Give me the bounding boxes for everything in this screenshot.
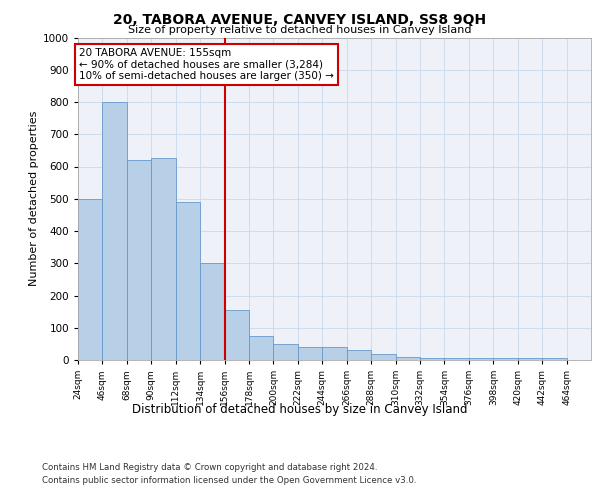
Y-axis label: Number of detached properties: Number of detached properties	[29, 111, 38, 286]
Bar	[224, 310, 249, 360]
Bar	[176, 202, 200, 360]
Bar	[249, 336, 274, 360]
Bar	[200, 263, 224, 360]
Text: Contains HM Land Registry data © Crown copyright and database right 2024.: Contains HM Land Registry data © Crown c…	[42, 464, 377, 472]
Bar	[322, 347, 347, 360]
Bar	[78, 198, 103, 360]
Bar	[493, 358, 518, 360]
Bar	[445, 358, 469, 360]
Text: 20 TABORA AVENUE: 155sqm
← 90% of detached houses are smaller (3,284)
10% of sem: 20 TABORA AVENUE: 155sqm ← 90% of detach…	[79, 48, 334, 81]
Bar	[420, 358, 445, 360]
Bar	[542, 358, 566, 360]
Bar	[127, 160, 151, 360]
Bar	[347, 350, 371, 360]
Bar	[371, 354, 395, 360]
Bar	[103, 102, 127, 360]
Bar	[298, 347, 322, 360]
Text: Size of property relative to detached houses in Canvey Island: Size of property relative to detached ho…	[128, 25, 472, 35]
Bar	[274, 344, 298, 360]
Text: 20, TABORA AVENUE, CANVEY ISLAND, SS8 9QH: 20, TABORA AVENUE, CANVEY ISLAND, SS8 9Q…	[113, 12, 487, 26]
Text: Contains public sector information licensed under the Open Government Licence v3: Contains public sector information licen…	[42, 476, 416, 485]
Bar	[151, 158, 176, 360]
Bar	[518, 358, 542, 360]
Bar	[469, 358, 493, 360]
Bar	[395, 357, 420, 360]
Text: Distribution of detached houses by size in Canvey Island: Distribution of detached houses by size …	[132, 402, 468, 415]
